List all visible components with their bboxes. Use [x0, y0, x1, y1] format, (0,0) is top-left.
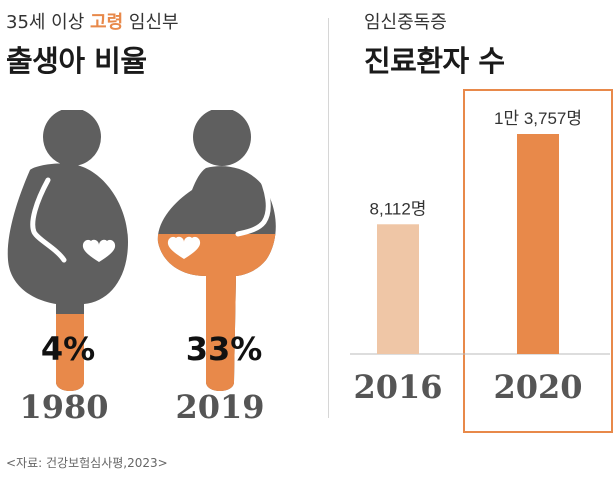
bar-2016	[377, 224, 419, 354]
right-subtitle: 임신중독증	[364, 12, 447, 33]
pregnant-figure-1980-icon	[7, 110, 129, 391]
left-title: 출생아 비율	[6, 44, 147, 78]
source-note: <자료: 건강보험심사평,2023>	[6, 456, 168, 470]
year-2019: 2019	[175, 388, 265, 426]
panel-divider	[328, 18, 329, 418]
highlight-box-2020	[463, 89, 613, 433]
year-2020: 2020	[493, 368, 582, 406]
percent-2019: 33%	[185, 330, 263, 368]
figure-2019-orange-fill	[157, 234, 276, 391]
heart-icon	[167, 236, 201, 259]
figure-2019-arm	[235, 167, 271, 237]
year-1980: 1980	[19, 388, 109, 426]
bar-label-2016: 8,112명	[370, 199, 427, 218]
right-title: 진료환자 수	[364, 44, 505, 78]
bar-chart: 8,112명 1만 3,757명 2016 2020	[350, 89, 613, 433]
percent-1980: 4%	[40, 330, 96, 368]
left-subtitle-highlight: 고령	[90, 12, 124, 33]
left-subtitle: 35세 이상 고령 임신부	[6, 8, 179, 34]
figure-1980-arm	[30, 177, 67, 263]
heart-icon	[82, 239, 116, 262]
year-2016: 2016	[353, 368, 442, 406]
bar-2020	[517, 134, 559, 354]
pregnant-figure-2019-icon	[157, 110, 276, 391]
left-subtitle-pre: 35세 이상	[6, 12, 91, 33]
left-subtitle-post: 임신부	[123, 12, 179, 33]
bar-label-2020: 1만 3,757명	[494, 109, 582, 128]
